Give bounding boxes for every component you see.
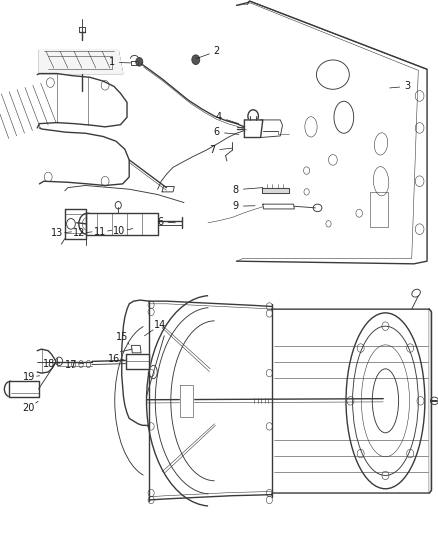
Text: 17: 17 (65, 360, 77, 369)
Circle shape (114, 221, 120, 229)
Text: 6: 6 (214, 127, 220, 137)
Text: 15: 15 (116, 332, 128, 342)
Text: 12: 12 (73, 229, 85, 238)
Text: 2: 2 (214, 46, 220, 56)
Text: 6: 6 (157, 217, 163, 227)
Bar (370, 192, 388, 227)
Polygon shape (9, 381, 39, 397)
Polygon shape (244, 120, 263, 138)
Polygon shape (86, 213, 158, 235)
Text: 16: 16 (108, 354, 120, 364)
Polygon shape (262, 188, 289, 193)
Text: 11: 11 (94, 228, 106, 237)
Text: 3: 3 (404, 82, 410, 91)
Circle shape (192, 55, 200, 64)
Text: 4: 4 (216, 112, 222, 122)
Text: 13: 13 (51, 229, 63, 238)
Text: 10: 10 (113, 227, 126, 236)
Text: 20: 20 (23, 403, 35, 413)
Polygon shape (126, 354, 149, 369)
Text: 1: 1 (109, 58, 115, 67)
Text: 19: 19 (23, 373, 35, 382)
Text: 14: 14 (154, 320, 166, 330)
Circle shape (132, 220, 139, 228)
Text: 9: 9 (233, 201, 239, 211)
Text: 7: 7 (209, 146, 215, 155)
Polygon shape (180, 385, 193, 417)
Circle shape (136, 58, 143, 66)
Polygon shape (39, 51, 123, 74)
Text: 8: 8 (233, 185, 239, 195)
Text: 18: 18 (43, 359, 55, 368)
Polygon shape (429, 309, 431, 493)
